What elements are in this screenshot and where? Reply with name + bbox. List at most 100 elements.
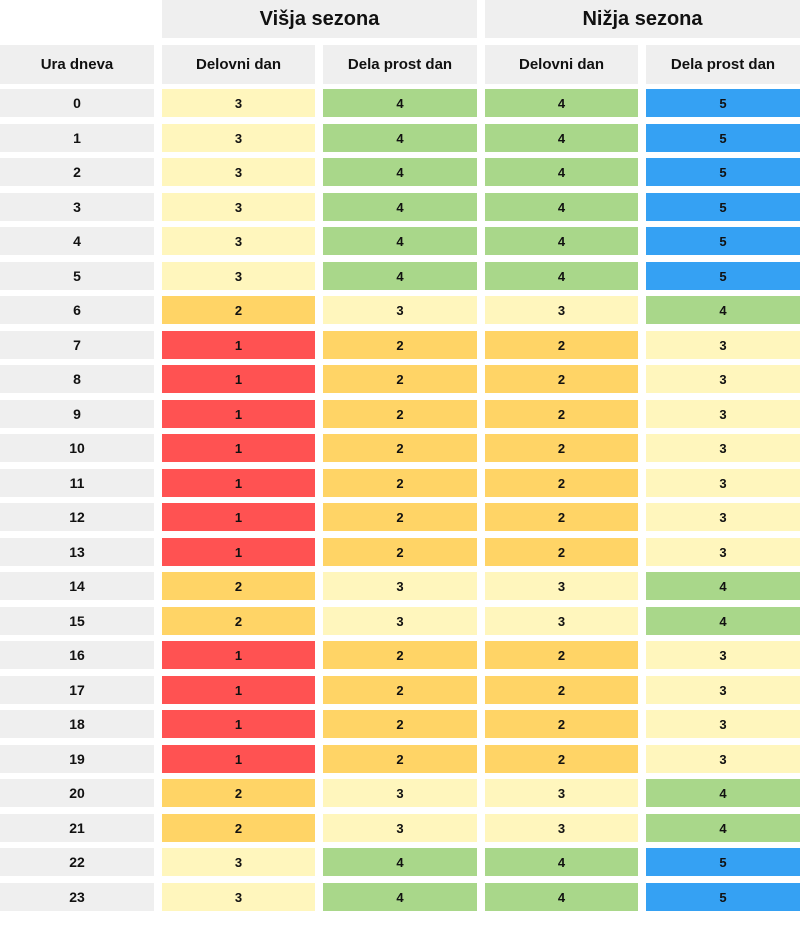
hour-cell: 10 [0, 434, 154, 462]
value-cell: 1 [162, 538, 315, 566]
hour-cell: 15 [0, 607, 154, 635]
column-header: Dela prost dan [323, 45, 477, 84]
value-cell: 4 [485, 89, 638, 117]
value-cell: 3 [646, 641, 800, 669]
value-cell: 2 [162, 779, 315, 807]
hour-cell: 22 [0, 848, 154, 876]
value-cell: 5 [646, 227, 800, 255]
season-header-low: Nižja sezona [485, 0, 800, 38]
value-cell: 2 [485, 745, 638, 773]
value-cell: 4 [646, 296, 800, 324]
hour-cell: 23 [0, 883, 154, 911]
value-cell: 3 [646, 434, 800, 462]
value-cell: 2 [485, 434, 638, 462]
hour-cell: 6 [0, 296, 154, 324]
value-cell: 3 [162, 124, 315, 152]
value-cell: 3 [646, 400, 800, 428]
value-cell: 1 [162, 434, 315, 462]
season-header-high: Višja sezona [162, 0, 477, 38]
column-header: Dela prost dan [646, 45, 800, 84]
value-cell: 1 [162, 641, 315, 669]
value-cell: 4 [485, 158, 638, 186]
value-cell: 2 [323, 469, 477, 497]
value-cell: 3 [646, 745, 800, 773]
value-cell: 3 [485, 814, 638, 842]
value-cell: 4 [323, 193, 477, 221]
value-cell: 2 [485, 641, 638, 669]
value-cell: 2 [485, 365, 638, 393]
value-cell: 2 [323, 331, 477, 359]
hour-cell: 14 [0, 572, 154, 600]
value-cell: 4 [323, 883, 477, 911]
value-cell: 4 [323, 227, 477, 255]
value-cell: 2 [485, 503, 638, 531]
value-cell: 1 [162, 365, 315, 393]
value-cell: 2 [323, 503, 477, 531]
hour-cell: 9 [0, 400, 154, 428]
value-cell: 4 [323, 89, 477, 117]
hour-cell: 0 [0, 89, 154, 117]
value-cell: 4 [646, 814, 800, 842]
value-cell: 3 [162, 883, 315, 911]
value-cell: 4 [646, 779, 800, 807]
value-cell: 3 [162, 848, 315, 876]
value-cell: 3 [162, 227, 315, 255]
value-cell: 1 [162, 676, 315, 704]
value-cell: 4 [485, 124, 638, 152]
value-cell: 2 [162, 572, 315, 600]
hour-cell: 17 [0, 676, 154, 704]
value-cell: 3 [646, 710, 800, 738]
value-cell: 1 [162, 331, 315, 359]
value-cell: 3 [323, 779, 477, 807]
value-cell: 3 [323, 814, 477, 842]
value-cell: 5 [646, 193, 800, 221]
value-cell: 5 [646, 89, 800, 117]
value-cell: 3 [323, 607, 477, 635]
value-cell: 2 [323, 710, 477, 738]
value-cell: 2 [485, 331, 638, 359]
value-cell: 3 [485, 572, 638, 600]
value-cell: 2 [323, 745, 477, 773]
hour-cell: 1 [0, 124, 154, 152]
value-cell: 3 [323, 296, 477, 324]
hour-cell: 20 [0, 779, 154, 807]
value-cell: 3 [323, 572, 477, 600]
value-cell: 5 [646, 848, 800, 876]
hour-cell: 16 [0, 641, 154, 669]
column-header: Delovni dan [485, 45, 638, 84]
value-cell: 4 [485, 848, 638, 876]
value-cell: 1 [162, 710, 315, 738]
value-cell: 2 [323, 641, 477, 669]
value-cell: 3 [162, 89, 315, 117]
hour-cell: 3 [0, 193, 154, 221]
value-cell: 3 [162, 158, 315, 186]
value-cell: 2 [323, 676, 477, 704]
value-cell: 4 [323, 124, 477, 152]
value-cell: 2 [323, 400, 477, 428]
value-cell: 2 [485, 710, 638, 738]
value-cell: 2 [162, 814, 315, 842]
value-cell: 5 [646, 158, 800, 186]
value-cell: 4 [323, 848, 477, 876]
value-cell: 3 [646, 503, 800, 531]
value-cell: 3 [485, 296, 638, 324]
row-header-label: Ura dneva [0, 45, 154, 84]
value-cell: 4 [485, 262, 638, 290]
value-cell: 2 [485, 538, 638, 566]
hour-cell: 11 [0, 469, 154, 497]
value-cell: 3 [162, 193, 315, 221]
value-cell: 4 [646, 607, 800, 635]
value-cell: 2 [162, 607, 315, 635]
value-cell: 1 [162, 400, 315, 428]
value-cell: 3 [646, 331, 800, 359]
value-cell: 2 [323, 434, 477, 462]
value-cell: 3 [485, 607, 638, 635]
value-cell: 4 [323, 158, 477, 186]
value-cell: 5 [646, 883, 800, 911]
hour-cell: 5 [0, 262, 154, 290]
value-cell: 3 [646, 676, 800, 704]
hour-cell: 18 [0, 710, 154, 738]
value-cell: 2 [485, 469, 638, 497]
value-cell: 2 [485, 400, 638, 428]
